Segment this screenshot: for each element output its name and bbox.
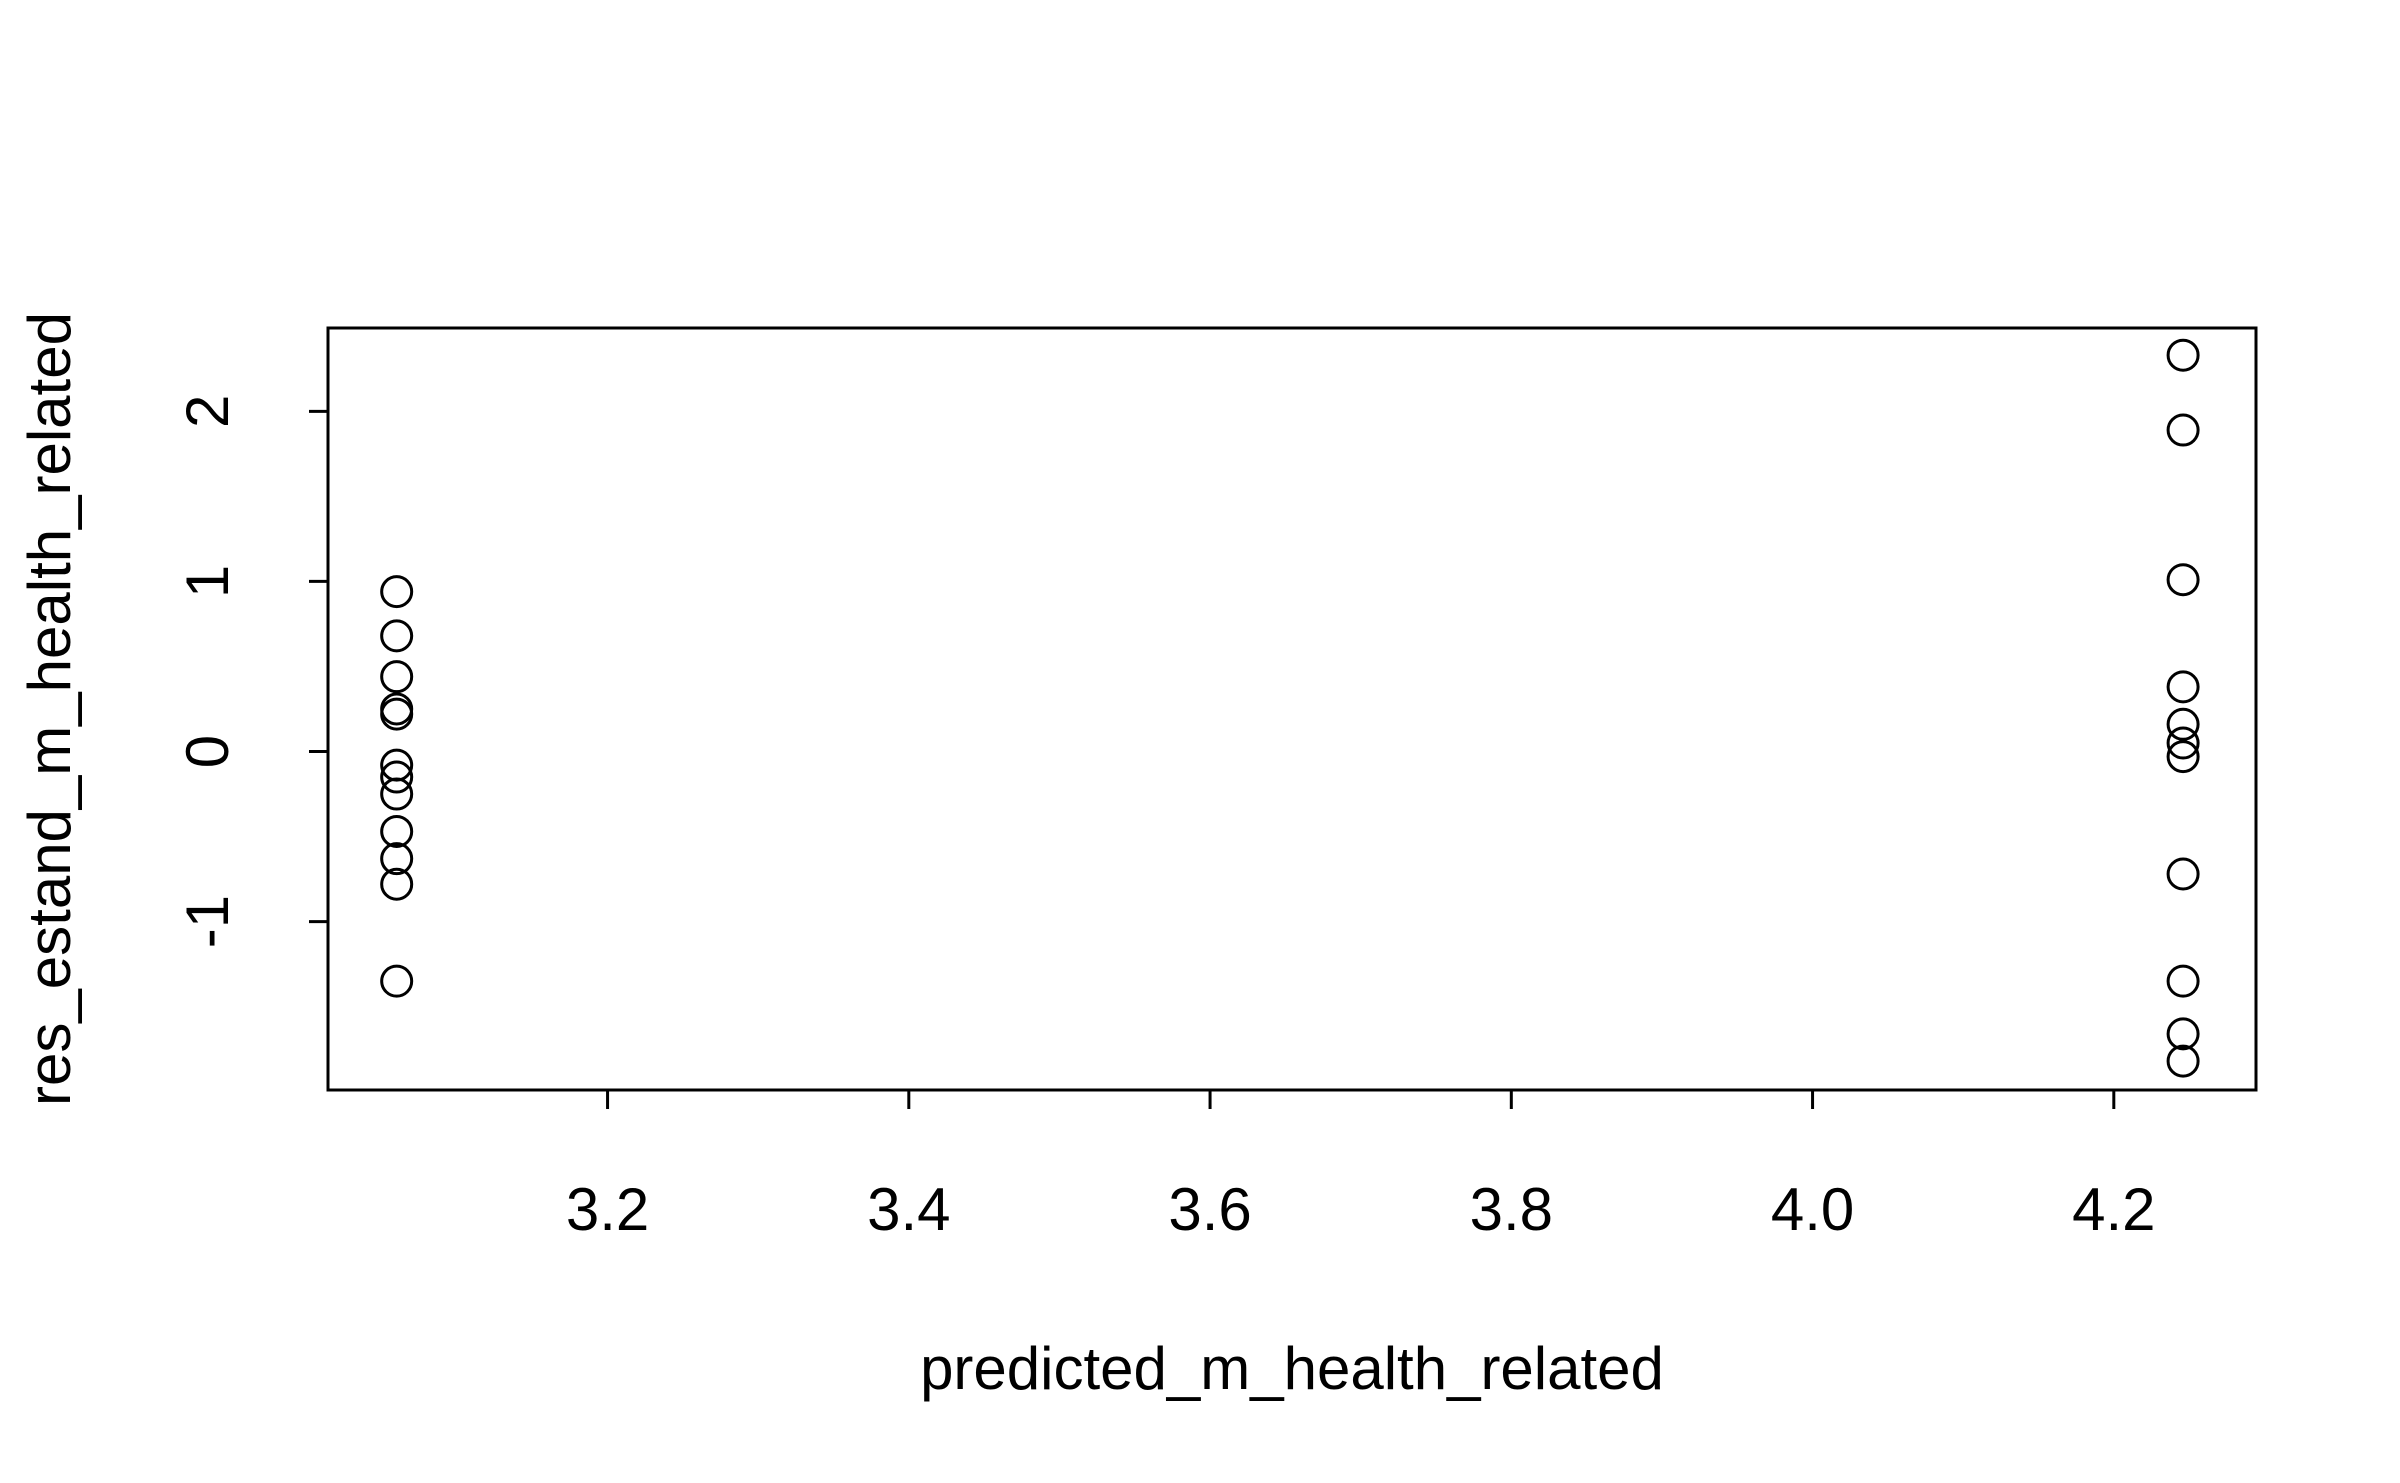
point [2166,1044,2200,1078]
point [380,964,414,998]
x-tick-label: 3.2 [566,1176,649,1243]
y-tick-label: -1 [174,895,241,948]
point [2166,338,2200,372]
y-axis-label: res_estand_m_health_related [16,312,83,1106]
point [2166,726,2200,760]
x-axis-label: predicted_m_health_related [920,1335,1664,1402]
point [380,760,414,794]
point [2166,707,2200,741]
point [380,619,414,653]
point [2166,563,2200,597]
x-tick-label: 4.2 [2072,1176,2155,1243]
point [2166,1017,2200,1051]
point [380,575,414,609]
x-tick-label: 4.0 [1771,1176,1854,1243]
point [380,867,414,901]
point [380,660,414,694]
point [380,697,414,731]
y-tick-label: 1 [174,565,241,598]
point [380,777,414,811]
point [2166,413,2200,447]
plot-frame [326,326,2258,1092]
x-tick-label: 3.8 [1470,1176,1553,1243]
x-tick-label: 3.4 [867,1176,950,1243]
point [2166,670,2200,704]
point [2166,740,2200,774]
y-tick-label: 0 [174,735,241,768]
point [2166,857,2200,891]
point [380,814,414,848]
y-tick-label: 2 [174,395,241,428]
x-tick-label: 3.6 [1168,1176,1251,1243]
point [380,842,414,876]
point [2166,964,2200,998]
